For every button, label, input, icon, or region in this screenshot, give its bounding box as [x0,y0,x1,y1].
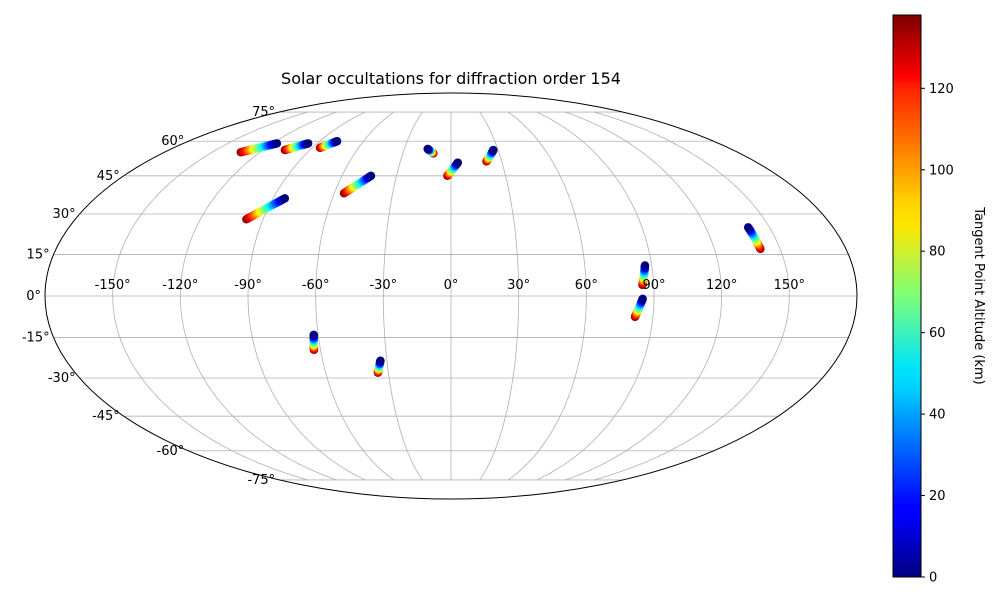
track-point [453,158,463,167]
colorbar-gradient [892,14,922,578]
track-point [272,139,282,148]
lon-tick-label: -30° [369,278,397,293]
lat-tick-label: -30° [48,371,76,386]
lon-tick-label: -90° [234,278,262,293]
occultation-track [630,294,647,322]
meridian-line [594,111,790,481]
track-point [332,137,342,146]
map-boundary [44,92,858,500]
lat-tick-label: 75° [252,105,275,120]
lon-tick-label: -60° [302,278,330,293]
lon-tick-label: 150° [774,278,805,293]
chart-title: Solar occultations for diffraction order… [281,69,621,88]
occultation-track [743,223,765,254]
meridian-line [508,111,587,481]
track-point [309,330,318,340]
occultation-track [242,194,290,224]
lat-tick-label: -75° [247,473,275,488]
occultation-track [339,171,376,198]
occultation-track [443,158,463,181]
occultation-track [373,356,385,377]
meridian-line [247,111,366,481]
graticule [45,111,857,481]
colorbar-tick-label: 80 [929,245,946,260]
track-point [640,261,650,270]
meridian-line [536,111,655,481]
occultation-track [423,144,438,158]
colorbar-label: Tangent Point Altitude (km) [971,206,986,384]
lat-tick-label: -15° [22,331,50,346]
meridian-line [565,111,723,481]
lon-tick-label: 90° [642,278,665,293]
colorbar: 0 20 40 60 80 100 120 Tangent Point Altitude (… [892,14,986,586]
lon-tick-label: 0° [444,278,459,293]
track-point [280,194,290,203]
colorbar-ticks: 0 20 40 60 80 100 120 [921,82,954,586]
track-point [743,223,753,232]
occultation-track [315,137,342,152]
longitude-tick-labels: -150° -120° -90° -60° -30° 0° 30° 60° 90° 120° 150… [95,278,805,293]
lon-tick-label: 30° [507,278,530,293]
lat-tick-label: 0° [26,289,41,304]
occultation-track [638,261,650,290]
colorbar-tick-label: 0 [929,571,937,586]
track-point [376,356,385,365]
occultation-track [236,139,282,157]
lon-tick-label: -120° [162,278,198,293]
lat-tick-label: -60° [157,444,185,459]
track-point [638,294,647,303]
lon-tick-label: 60° [575,278,598,293]
track-point [304,139,313,148]
meridian-line [112,111,308,481]
colorbar-tick-label: 60 [929,326,946,341]
meridian-line [479,111,520,481]
lon-tick-label: -150° [95,278,131,293]
occultation-tracks [236,137,765,377]
meridian-line [382,111,423,481]
lat-tick-label: 45° [97,169,120,184]
lon-tick-label: 120° [706,278,737,293]
lat-tick-label: 60° [161,134,184,149]
occultation-track [482,145,498,166]
colorbar-tick-label: 20 [929,489,946,504]
latitude-tick-labels: 75° 60° 45° 30° 15° 0° -15° -30° -45° -60° -75° [22,105,275,488]
occultation-track [280,139,313,155]
track-point [366,171,376,181]
occultation-track [309,330,319,355]
track-point [489,145,498,155]
colorbar-tick-label: 40 [929,408,946,423]
lat-tick-label: 30° [53,207,76,222]
meridian-line [315,111,394,481]
lat-tick-label: 15° [27,247,50,262]
lat-tick-label: -45° [92,409,120,424]
colorbar-tick-label: 100 [929,163,954,178]
meridian-line [179,111,337,481]
colorbar-tick-label: 120 [929,82,954,97]
track-point [423,144,432,154]
